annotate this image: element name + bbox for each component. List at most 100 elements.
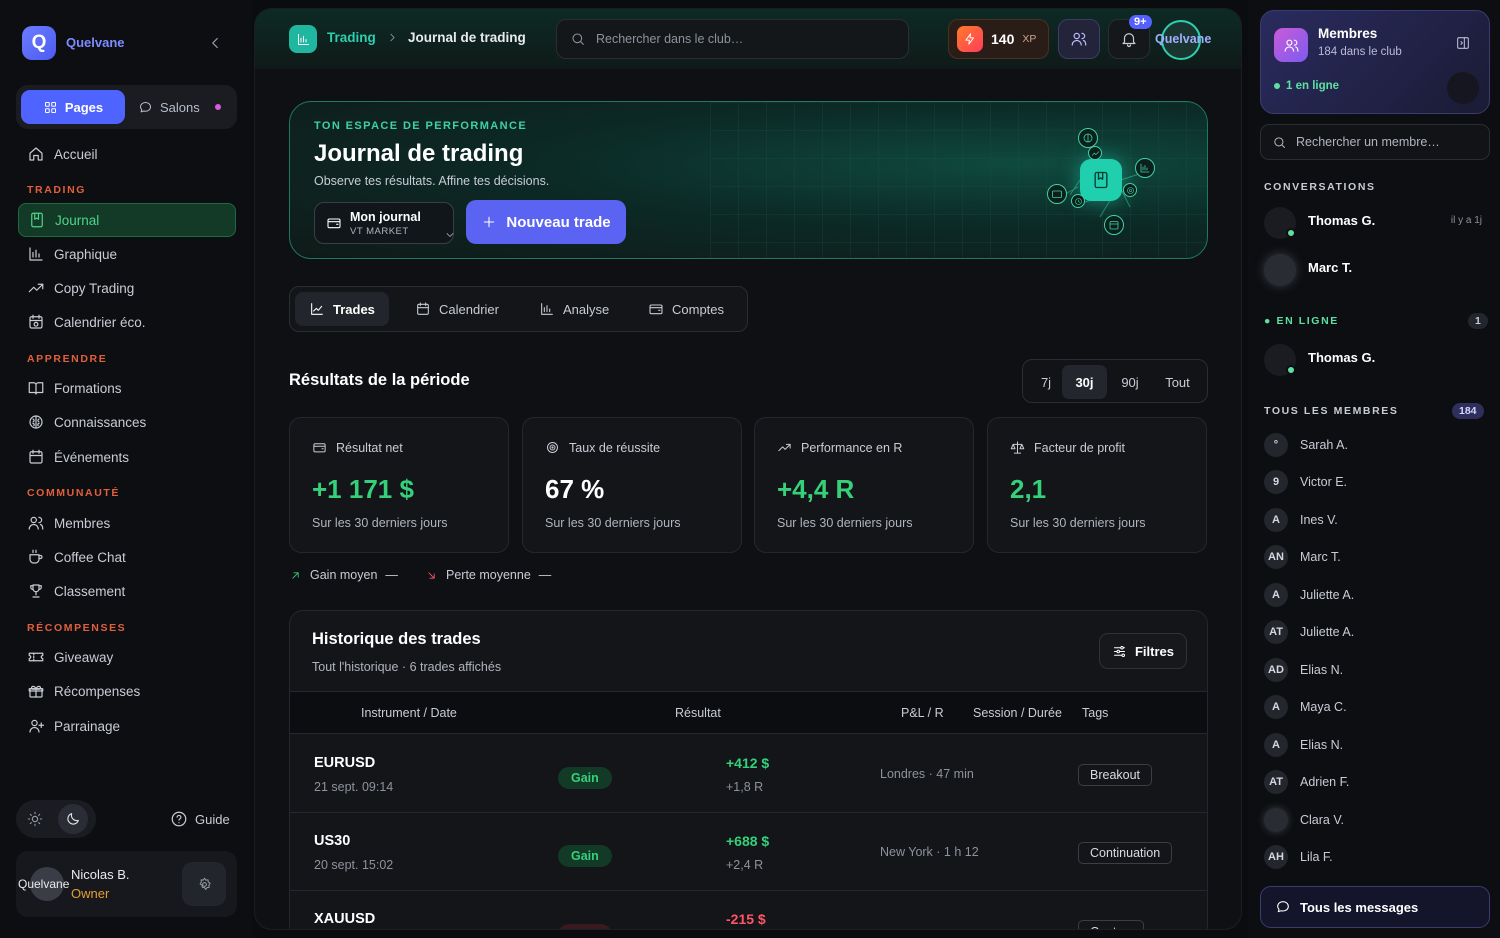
list-item[interactable]: AN Marc T. [1264, 544, 1341, 570]
column-header[interactable]: Instrument / Date [361, 706, 457, 720]
all-members-count-badge: 184 [1452, 403, 1484, 419]
list-item[interactable]: A Ines V. [1264, 507, 1338, 533]
online-section-title: ● EN LIGNE [1264, 315, 1339, 327]
trophy-icon [30, 584, 42, 598]
trade-tag[interactable]: Contre- [1078, 920, 1144, 929]
sidebar-item-membres[interactable]: Membres [18, 506, 236, 540]
trade-history-panel: Historique des trades Tout l'historique … [289, 610, 1208, 929]
column-header[interactable]: Tags [1082, 706, 1109, 720]
conversation-item[interactable]: Marc T. [1260, 250, 1490, 290]
trade-tag[interactable]: Breakout [1078, 764, 1153, 786]
salons-tab[interactable]: Salons [138, 90, 221, 124]
online-dot [1274, 83, 1280, 89]
table-row[interactable]: EURUSD 21 sept. 09:14 Gain +412 $ +1,8 R… [290, 735, 1207, 813]
trading-section-icon [289, 25, 317, 53]
sidebar-item-label: Récompenses [54, 683, 141, 699]
section-title-recompenses: RÉCOMPENSES [27, 622, 127, 634]
xp-counter[interactable]: 140 XP [948, 19, 1049, 59]
sidebar-item-classement[interactable]: Classement [18, 574, 236, 608]
brand-logo[interactable]: Q [22, 26, 56, 60]
list-item[interactable]: A Maya C. [1264, 694, 1347, 720]
top-bar: Trading Journal de trading Rechercher da… [255, 9, 1241, 69]
online-member-item[interactable]: Thomas G. [1260, 340, 1490, 380]
collapse-sidebar-button[interactable] [206, 34, 224, 52]
sidebar-item-formations[interactable]: Formations [18, 371, 236, 405]
column-header[interactable]: Résultat [675, 706, 721, 720]
list-item[interactable]: Clara V. [1264, 807, 1344, 833]
column-header[interactable]: Session / Durée [973, 706, 1062, 720]
list-item[interactable]: A Juliette A. [1264, 582, 1354, 608]
hero-banner: TON ESPACE DE PERFORMANCE Journal de tra… [289, 101, 1208, 259]
list-item[interactable]: AT Juliette A. [1264, 619, 1354, 645]
sidebar-item-evenements[interactable]: Événements [18, 440, 236, 474]
period-90j[interactable]: 90j [1121, 374, 1139, 390]
new-trade-button[interactable]: Nouveau trade [466, 200, 626, 244]
conversation-item[interactable]: Thomas G. il y a 1j [1260, 203, 1490, 243]
avatar: A [1264, 695, 1288, 719]
chat-bubble-icon [1277, 901, 1289, 913]
sidebar-item-recompenses[interactable]: Récompenses [18, 674, 236, 708]
column-header[interactable]: P&L / R [901, 706, 944, 720]
user-name: Nicolas B. [71, 867, 130, 882]
sidebar-item-journal[interactable]: Journal [18, 203, 236, 237]
sidebar-item-giveaway[interactable]: Giveaway [18, 640, 236, 674]
period-30j[interactable]: 30j [1062, 365, 1107, 399]
sidebar-item-connaissances[interactable]: Connaissances [18, 405, 236, 439]
avatar: A [1264, 733, 1288, 757]
guide-button[interactable]: Guide [170, 810, 230, 828]
sidebar-item-copy-trading[interactable]: Copy Trading [18, 271, 236, 305]
avatar[interactable] [1447, 72, 1479, 104]
members-panel-button[interactable] [1058, 19, 1100, 59]
light-theme-button[interactable] [20, 804, 50, 834]
journal-hub-icon [1080, 159, 1122, 201]
wallet-icon [649, 304, 663, 315]
conversation-name: Marc T. [1308, 260, 1353, 275]
list-item[interactable]: A Elias N. [1264, 732, 1343, 758]
collapse-panel-button[interactable] [1455, 35, 1471, 51]
stat-sub: Sur les 30 derniers jours [545, 516, 681, 530]
users-icon [1071, 32, 1087, 46]
stat-value: +4,4 R [777, 474, 855, 504]
sidebar-item-graphique[interactable]: Graphique [18, 237, 236, 271]
list-item[interactable]: AT Adrien F. [1264, 769, 1349, 795]
list-item[interactable]: 9 Victor E. [1264, 469, 1347, 495]
table-row[interactable]: US30 20 sept. 15:02 Gain +688 $ +2,4 R N… [290, 813, 1207, 891]
sidebar-item-accueil[interactable]: Accueil [18, 137, 236, 171]
member-search-input[interactable]: Rechercher un membre… [1260, 124, 1490, 160]
sidebar-item-calendrier-eco[interactable]: Calendrier éco. [18, 305, 236, 339]
pages-tab[interactable]: Pages [21, 90, 125, 124]
tab-analyse[interactable]: Analyse [525, 292, 623, 326]
chat-bubble-icon [140, 101, 151, 112]
list-item[interactable]: ° Sarah A. [1264, 432, 1348, 458]
result-badge: Gain [558, 845, 612, 867]
club-search-input[interactable]: Rechercher dans le club… [556, 19, 909, 59]
tab-trades[interactable]: Trades [295, 292, 389, 326]
list-item[interactable]: AD Elias N. [1264, 657, 1343, 683]
line-chart-icon [311, 303, 323, 315]
members-panel: Membres 184 dans le club 1 en ligne Rech… [1248, 0, 1500, 938]
avatar[interactable] [30, 867, 64, 901]
breadcrumb-trading[interactable]: Trading [327, 30, 376, 45]
trend-up-icon [28, 283, 44, 293]
calendar-icon [29, 449, 43, 464]
section-title-apprendre: APPRENDRE [27, 353, 108, 365]
section-title-trading: TRADING [27, 184, 87, 196]
sidebar-item-coffee-chat[interactable]: Coffee Chat [18, 540, 236, 574]
tab-calendrier[interactable]: Calendrier [401, 292, 513, 326]
period-7j[interactable]: 7j [1040, 374, 1052, 390]
table-header: Instrument / Date Résultat P&L / R Sessi… [290, 691, 1207, 734]
search-placeholder: Rechercher dans le club… [596, 32, 744, 46]
all-messages-button[interactable]: Tous les messages [1260, 886, 1490, 928]
tab-comptes[interactable]: Comptes [634, 292, 738, 326]
trade-tag[interactable]: Continuation [1078, 842, 1173, 864]
period-tout[interactable]: Tout [1165, 374, 1190, 390]
user-settings-button[interactable] [182, 862, 226, 906]
brain-icon [1078, 128, 1098, 148]
table-row[interactable]: XAUUSD -215 $ Contre- [290, 891, 1207, 929]
filters-button[interactable]: Filtres [1099, 633, 1187, 669]
journal-selector[interactable]: Mon journal VT MARKET [314, 202, 454, 244]
dark-theme-button[interactable] [58, 804, 88, 834]
list-item[interactable]: AH Lila F. [1264, 844, 1333, 870]
avatar[interactable] [1161, 20, 1201, 60]
sidebar-item-parrainage[interactable]: Parrainage [18, 709, 236, 743]
